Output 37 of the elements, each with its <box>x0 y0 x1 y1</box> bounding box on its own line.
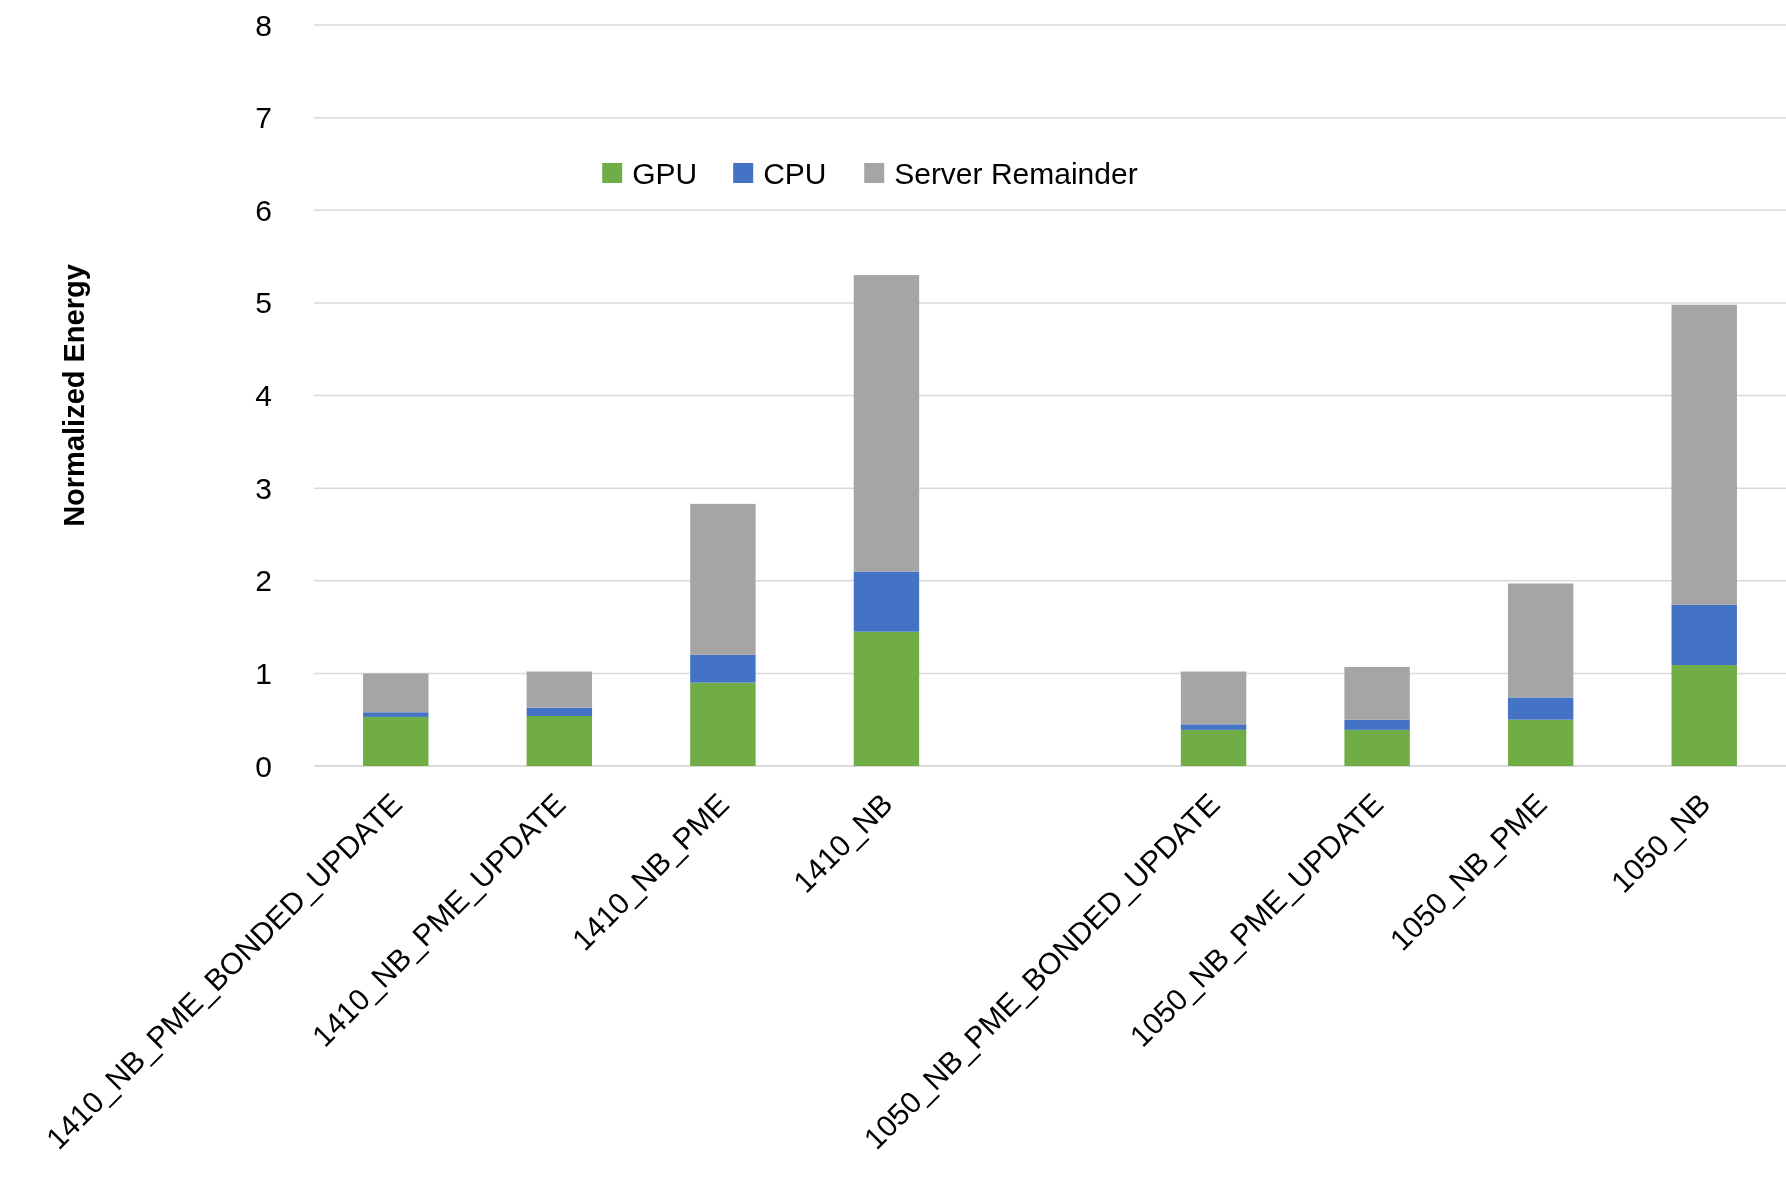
legend-label: Server Remainder <box>894 156 1138 190</box>
bar <box>526 707 593 716</box>
y-tick-label: 2 <box>255 564 272 598</box>
bar <box>853 275 920 572</box>
y-tick-label: 1 <box>255 656 272 690</box>
bar <box>363 712 429 717</box>
y-axis-title: Normalized Energy <box>58 264 90 527</box>
bar <box>1344 719 1410 730</box>
bar <box>363 716 429 766</box>
bar <box>526 671 593 708</box>
bar <box>1507 583 1574 698</box>
bar <box>1344 666 1410 720</box>
bar <box>1507 697 1574 720</box>
y-tick-label: 4 <box>255 379 272 412</box>
bar <box>1344 729 1410 766</box>
bar <box>690 503 756 655</box>
bar <box>853 571 920 632</box>
bar <box>363 673 429 713</box>
y-tick-label: 5 <box>255 286 272 320</box>
bar <box>1671 304 1737 605</box>
y-tick-label: 0 <box>255 749 272 783</box>
bar <box>853 631 920 766</box>
bar <box>1507 719 1574 766</box>
bar <box>690 654 756 683</box>
y-tick-label: 3 <box>255 471 272 505</box>
bar <box>1671 665 1737 766</box>
bar <box>1671 604 1737 666</box>
bar <box>1180 729 1247 766</box>
bar <box>1180 724 1247 730</box>
legend-label: GPU <box>632 156 698 190</box>
y-tick-label: 6 <box>255 193 272 227</box>
y-tick-label: 7 <box>255 101 272 135</box>
bar <box>1180 671 1247 725</box>
bar <box>526 715 593 766</box>
legend-label: CPU <box>763 156 827 190</box>
bar <box>690 682 756 766</box>
y-tick-label: 8 <box>255 8 272 42</box>
